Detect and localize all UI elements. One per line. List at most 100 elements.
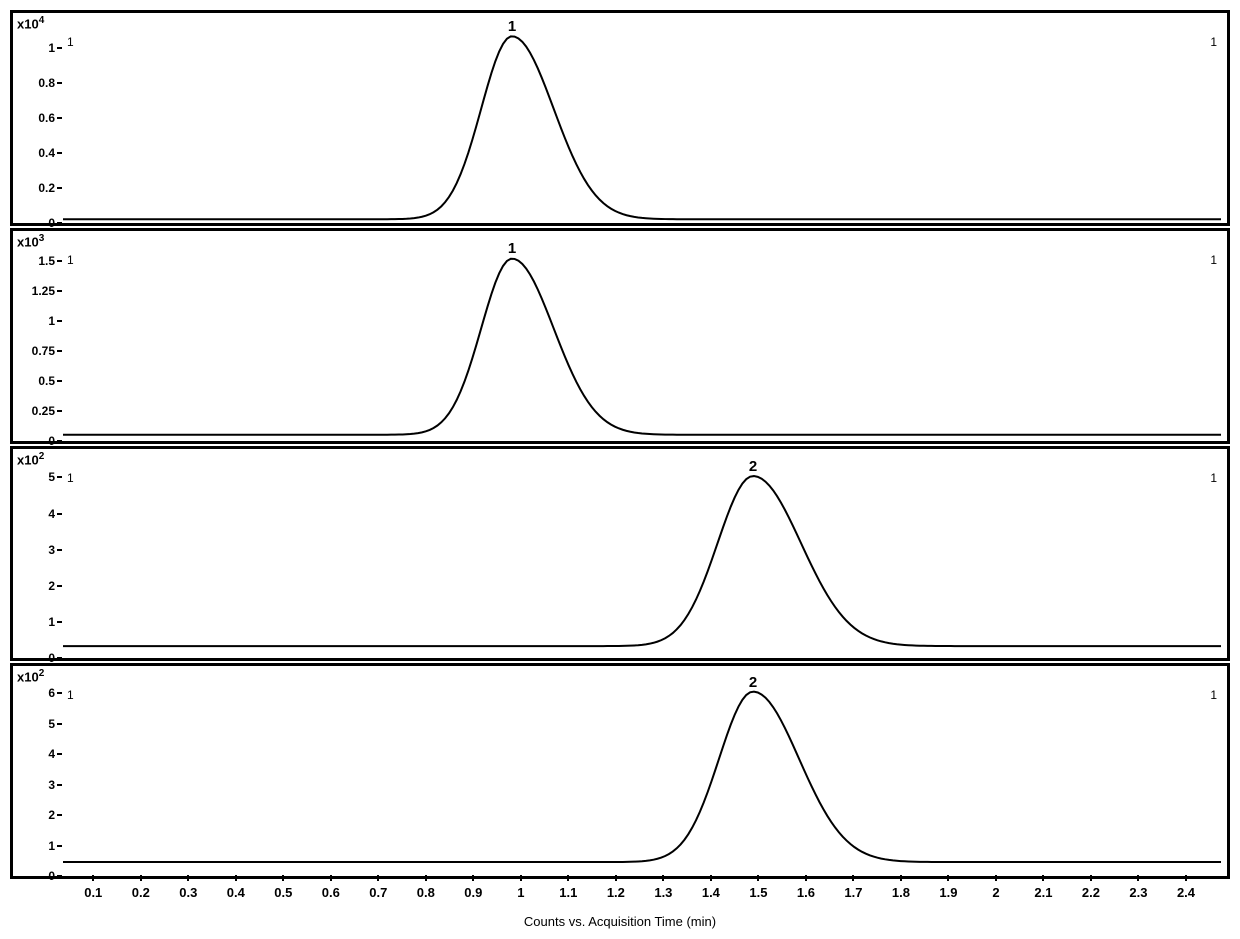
y-tick-label: 1.5 (38, 254, 55, 268)
corner-label-right: 1 (1210, 688, 1217, 702)
x-tick-mark (1042, 875, 1044, 881)
corner-label-right: 1 (1210, 253, 1217, 267)
y-tick-mark (57, 47, 62, 49)
x-tick-mark (1090, 875, 1092, 881)
x-tick-mark (92, 875, 94, 881)
corner-label-left: 1 (67, 688, 74, 702)
chart-panel: x102012345211 (10, 446, 1230, 662)
x-axis-label: Counts vs. Acquisition Time (min) (10, 914, 1230, 929)
corner-label-right: 1 (1210, 471, 1217, 485)
y-tick-mark (57, 320, 62, 322)
x-tick-label: 2.4 (1177, 885, 1195, 900)
x-tick-label: 1.4 (702, 885, 720, 900)
x-tick-mark (520, 875, 522, 881)
x-tick-mark (995, 875, 997, 881)
y-tick-label: 0.6 (38, 111, 55, 125)
x-tick-label: 1 (517, 885, 524, 900)
plot-area: 1 (63, 31, 1221, 223)
chromatogram-trace (63, 36, 1221, 219)
x-tick-mark (140, 875, 142, 881)
x-tick-label: 1.9 (939, 885, 957, 900)
y-tick-mark (57, 845, 62, 847)
x-tick-mark (757, 875, 759, 881)
x-tick-mark (662, 875, 664, 881)
y-tick-mark (57, 410, 62, 412)
chromatogram-chart: x10400.20.40.60.81111x10300.250.50.7511.… (10, 10, 1230, 929)
x-tick-label: 1.2 (607, 885, 625, 900)
corner-label-left: 1 (67, 471, 74, 485)
x-tick-label: 0.6 (322, 885, 340, 900)
x-tick-label: 1.8 (892, 885, 910, 900)
y-tick-label: 1 (48, 314, 55, 328)
chart-panel: x10400.20.40.60.81111 (10, 10, 1230, 226)
x-tick-mark (377, 875, 379, 881)
x-tick-label: 1.3 (654, 885, 672, 900)
y-ticks: 0123456 (13, 684, 57, 876)
peak-label: 1 (508, 240, 516, 257)
y-tick-label: 0.4 (38, 146, 55, 160)
x-tick-mark (282, 875, 284, 881)
plot-area: 1 (63, 249, 1221, 441)
x-tick-label: 1.6 (797, 885, 815, 900)
y-tick-mark (57, 222, 62, 224)
y-tick-mark (57, 513, 62, 515)
y-tick-label: 2 (48, 808, 55, 822)
chart-panel: x1020123456211 (10, 663, 1230, 879)
x-tick-mark (852, 875, 854, 881)
y-tick-label: 3 (48, 778, 55, 792)
corner-label-left: 1 (67, 35, 74, 49)
y-tick-mark (57, 152, 62, 154)
y-tick-mark (57, 875, 62, 877)
y-tick-mark (57, 784, 62, 786)
y-tick-label: 1 (48, 839, 55, 853)
y-tick-mark (57, 350, 62, 352)
x-tick-label: 2.2 (1082, 885, 1100, 900)
x-tick-mark (805, 875, 807, 881)
x-tick-label: 1.5 (749, 885, 767, 900)
y-tick-label: 4 (48, 507, 55, 521)
x-tick-label: 2.3 (1129, 885, 1147, 900)
x-tick-mark (900, 875, 902, 881)
x-tick-mark (615, 875, 617, 881)
y-tick-label: 3 (48, 543, 55, 557)
x-tick-mark (947, 875, 949, 881)
x-tick-label: 0.7 (369, 885, 387, 900)
chromatogram-trace (63, 258, 1221, 434)
y-tick-label: 1 (48, 615, 55, 629)
y-tick-mark (57, 476, 62, 478)
x-tick-label: 0.9 (464, 885, 482, 900)
y-tick-label: 0.5 (38, 374, 55, 388)
x-tick-mark (1137, 875, 1139, 881)
y-tick-label: 5 (48, 717, 55, 731)
y-tick-label: 1.25 (32, 284, 55, 298)
y-tick-label: 2 (48, 579, 55, 593)
y-tick-mark (57, 290, 62, 292)
y-tick-mark (57, 585, 62, 587)
y-tick-label: 0.2 (38, 181, 55, 195)
x-tick-label: 0.2 (132, 885, 150, 900)
plot-area: 2 (63, 467, 1221, 659)
x-tick-label: 0.3 (179, 885, 197, 900)
peak-label: 2 (749, 458, 757, 475)
x-tick-mark (425, 875, 427, 881)
y-tick-label: 0 (48, 869, 55, 883)
x-tick-label: 2.1 (1034, 885, 1052, 900)
y-tick-mark (57, 549, 62, 551)
peak-label: 1 (508, 18, 516, 35)
panels-area: x10400.20.40.60.81111x10300.250.50.7511.… (10, 10, 1230, 879)
y-tick-label: 1 (48, 41, 55, 55)
x-tick-mark (1185, 875, 1187, 881)
y-tick-mark (57, 82, 62, 84)
y-tick-mark (57, 814, 62, 816)
y-ticks: 00.250.50.7511.251.5 (13, 249, 57, 441)
y-scale-label: x102 (17, 668, 44, 684)
x-tick-label: 0.1 (84, 885, 102, 900)
y-tick-mark (57, 692, 62, 694)
x-axis-area: 0.10.20.30.40.50.60.70.80.911.11.21.31.4… (60, 879, 1224, 911)
plot-area: 2 (63, 684, 1221, 876)
y-tick-mark (57, 753, 62, 755)
corner-label-left: 1 (67, 253, 74, 267)
y-tick-mark (57, 117, 62, 119)
x-tick-label: 1.7 (844, 885, 862, 900)
x-tick-mark (472, 875, 474, 881)
